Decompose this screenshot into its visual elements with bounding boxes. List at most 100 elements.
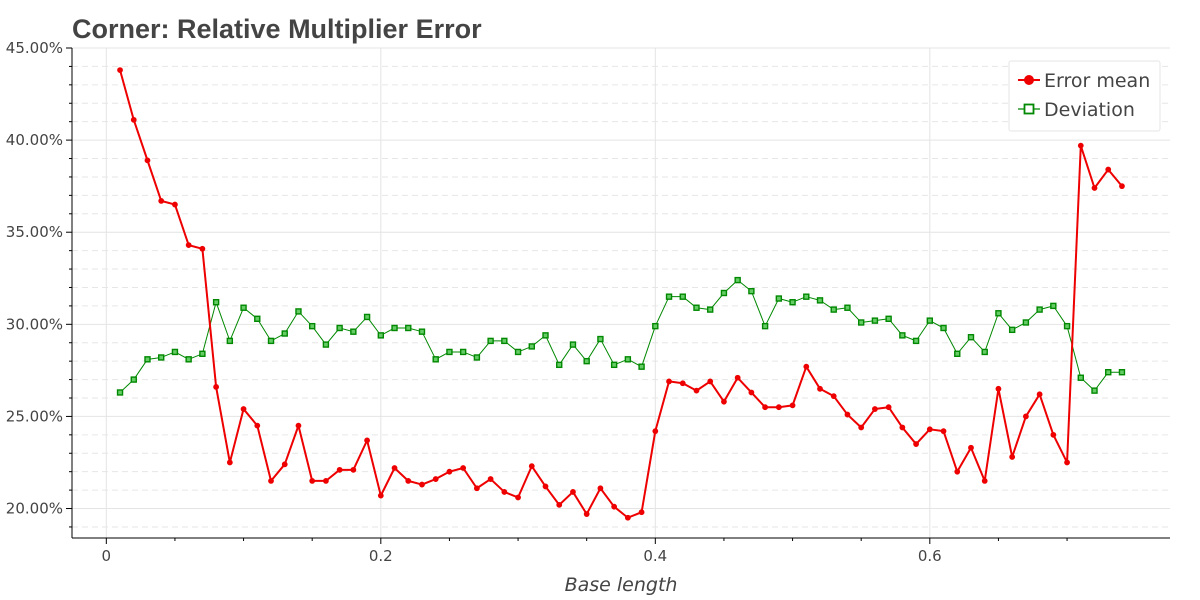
error-mean-point [254,422,261,429]
error-mean-point [419,481,425,488]
deviation-point [158,354,165,361]
error-mean-point [638,509,645,516]
error-mean-point [391,465,398,471]
deviation-point [281,330,288,337]
legend: Error mean Deviation [1008,60,1161,132]
error-mean-point [707,378,714,385]
deviation-point [981,348,988,356]
y-tick-label: 45.00% [6,39,63,57]
deviation-point [295,308,302,315]
deviation-point [1063,322,1071,330]
deviation-point [844,304,851,311]
error-mean-point [377,492,384,499]
legend-label-deviation: Deviation [1044,99,1135,121]
error-mean-point [803,363,810,370]
deviation-point [954,350,961,357]
deviation-point [624,356,632,363]
error-mean-point [213,384,220,390]
deviation-point [391,324,398,332]
x-tick-label: 0.2 [369,547,393,565]
deviation-point [940,324,947,332]
deviation-point [185,356,192,363]
deviation-point [1118,369,1126,376]
deviation-point [967,334,975,341]
deviation-point [473,354,481,361]
plot-area: 20.00% 25.00% 30.00% 35.00% 40.00% 45.00% 0 0.2… [6,39,1170,565]
deviation-point [1008,326,1016,334]
error-mean-point [679,380,686,387]
deviation-point [501,337,508,345]
legend-marker-error-mean [1024,75,1034,85]
x-tick-label: 0.6 [918,547,942,565]
deviation-point [308,322,316,330]
deviation-point [267,337,275,345]
deviation-point [912,337,920,345]
deviation-point [816,297,824,304]
error-mean-point [721,398,727,405]
error-mean-point [158,197,165,204]
error-mean-point [268,477,274,484]
deviation-point [1077,374,1084,381]
error-mean-point [926,426,933,433]
error-mean-point [1105,166,1112,173]
x-tick-label: 0 [102,547,112,565]
error-mean-point [583,511,590,517]
deviation-point [432,356,439,363]
error-mean-point [789,402,796,409]
error-mean-point [1064,459,1070,466]
series-group [116,67,1126,521]
error-mean-point [1050,431,1057,438]
deviation-point [1050,302,1057,310]
deviation-point [528,343,535,350]
deviation-point [377,332,385,339]
deviation-point [350,328,357,335]
deviation-point [569,341,577,348]
deviation-point [597,335,604,343]
deviation-point [1036,306,1043,313]
error-mean-point [460,465,467,471]
error-mean-point [323,477,329,484]
deviation-point [556,361,563,369]
error-mean-point [693,387,700,394]
error-mean-point [1091,185,1098,191]
deviation-point [226,337,234,345]
y-tick-label: 25.00% [6,407,63,425]
deviation-point [803,293,810,300]
error-mean-point [954,468,961,475]
error-mean-point [172,201,178,208]
legend-label-error-mean: Error mean [1044,70,1150,92]
error-mean-point [1022,413,1029,420]
deviation-point [514,348,522,356]
error-mean-point [624,514,631,521]
error-mean-point [844,411,851,418]
deviation-point [405,324,412,332]
error-mean-point [830,393,837,400]
chart-title: Corner: Relative Multiplier Error [72,14,482,44]
error-mean-point [570,489,576,495]
error-mean-point [597,485,604,492]
error-mean-point [611,503,618,510]
deviation-point [171,348,179,356]
y-tick-label: 35.00% [6,223,63,241]
legend-marker-deviation [1023,103,1035,115]
error-mean-point [872,406,878,412]
deviation-point [130,376,137,383]
error-mean-point [446,468,453,475]
deviation-point [144,356,151,363]
error-mean-point [336,466,343,473]
y-tick-label: 30.00% [6,315,63,333]
x-axis-label: Base length [565,574,678,596]
deviation-point [761,322,769,330]
error-mean-point [309,477,316,484]
deviation-point [830,306,837,313]
deviation-point [995,310,1002,317]
error-mean-point [666,378,672,385]
deviation-point [748,287,755,295]
deviation-point [487,337,494,345]
grid [72,47,1170,538]
deviation-point [418,328,426,335]
error-mean-point [940,428,947,435]
error-mean-point [817,385,823,392]
deviation-point [885,315,892,322]
deviation-point [679,293,686,300]
